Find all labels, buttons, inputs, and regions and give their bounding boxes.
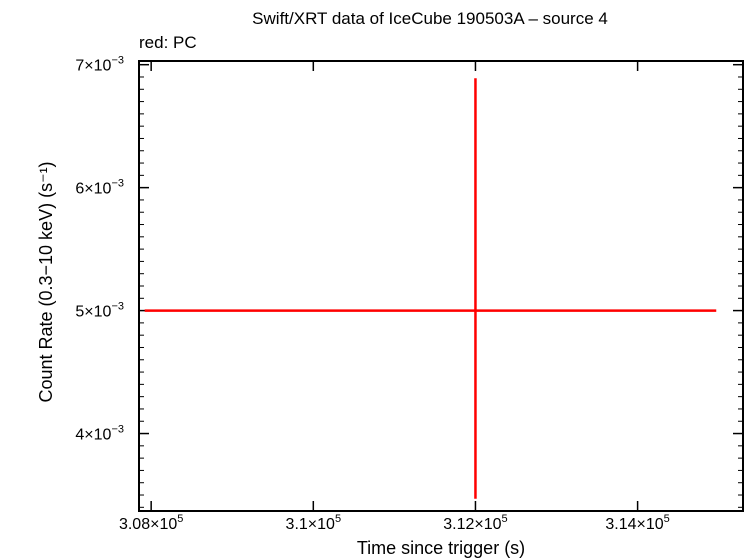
data-point <box>144 78 717 499</box>
chart-subtitle: red: PC <box>139 33 197 52</box>
y-tick-label: 5×10−3 <box>75 301 124 321</box>
x-tick-label: 3.14×105 <box>605 513 669 533</box>
x-tick-label: 3.08×105 <box>119 513 183 533</box>
plot-frame <box>138 60 744 512</box>
y-tick-label: 4×10−3 <box>75 424 124 444</box>
x-tick-label: 3.1×105 <box>286 513 342 533</box>
chart-title: Swift/XRT data of IceCube 190503A – sour… <box>252 9 608 28</box>
y-tick-label: 7×10−3 <box>75 55 124 75</box>
x-axis-label: Time since trigger (s) <box>357 538 525 558</box>
x-axis: 3.08×105 3.1×105 3.12×105 3.14×105 <box>119 61 670 533</box>
x-tick-label: 3.12×105 <box>443 513 507 533</box>
data-marks <box>144 78 717 499</box>
y-axis-label: Count Rate (0.3−10 keV) (s⁻¹) <box>36 161 56 402</box>
y-axis: 4×10−3 5×10−3 6×10−3 7×10−3 <box>75 55 743 508</box>
y-tick-label: 6×10−3 <box>75 178 124 198</box>
